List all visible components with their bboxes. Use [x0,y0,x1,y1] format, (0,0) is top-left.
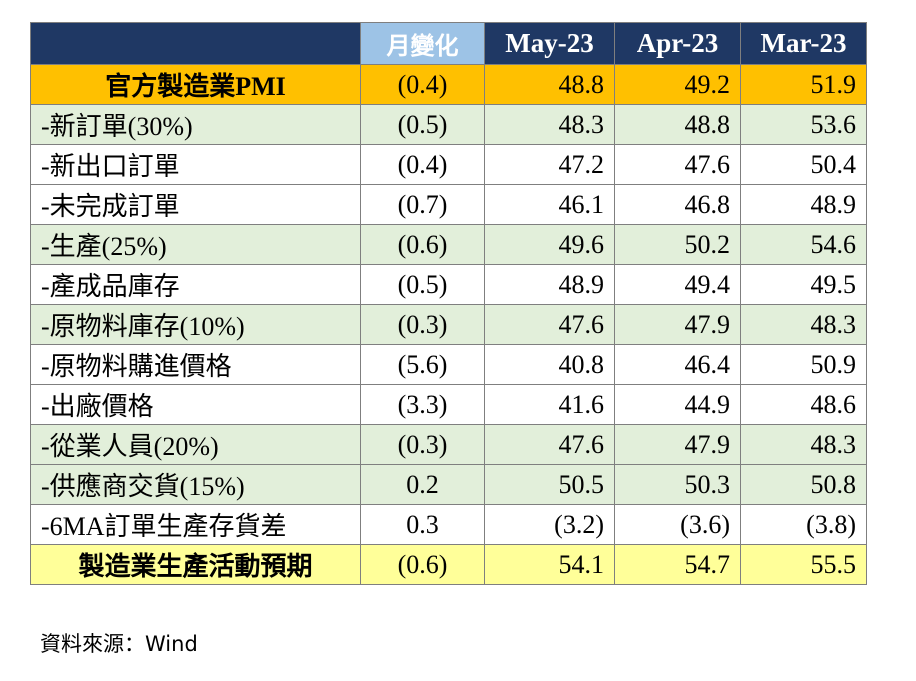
row-label: -供應商交貨(15%) [30,464,361,505]
header-apr-23: Apr-23 [614,22,741,65]
change-cell: (0.4) [360,64,485,105]
value-cell: 51.9 [740,64,867,105]
value-cell: 48.3 [740,304,867,345]
value-cell: 54.6 [740,224,867,265]
table-row: -未完成訂單 (0.7) 46.1 46.8 48.9 [30,184,867,225]
value-cell: 40.8 [484,344,615,385]
value-cell: 46.1 [484,184,615,225]
change-cell: (3.3) [360,384,485,425]
table-body: 官方製造業PMI (0.4) 48.8 49.2 51.9 -新訂單(30%) (0.5) 4… [30,64,867,585]
value-cell: 47.9 [614,304,741,345]
row-label: -6MA訂單生產存貨差 [30,504,361,545]
value-cell: 48.8 [484,64,615,105]
value-cell: 41.6 [484,384,615,425]
table-row: -原物料庫存(10%) (0.3) 47.6 47.9 48.3 [30,304,867,345]
row-label: 製造業生產活動預期 [30,544,361,585]
value-cell: 47.9 [614,424,741,465]
value-cell: 46.8 [614,184,741,225]
value-cell: 47.6 [484,424,615,465]
row-label: -新出口訂單 [30,144,361,185]
table-row: -從業人員(20%) (0.3) 47.6 47.9 48.3 [30,424,867,465]
table-row: -產成品庫存 (0.5) 48.9 49.4 49.5 [30,264,867,305]
value-cell: 47.6 [484,304,615,345]
table-row: -6MA訂單生產存貨差 0.3 (3.2) (3.6) (3.8) [30,504,867,545]
change-cell: (0.6) [360,544,485,585]
change-cell: (0.3) [360,304,485,345]
change-cell: (5.6) [360,344,485,385]
value-cell: 44.9 [614,384,741,425]
value-cell: 49.5 [740,264,867,305]
table-row: 官方製造業PMI (0.4) 48.8 49.2 51.9 [30,64,867,105]
value-cell: 50.8 [740,464,867,505]
row-label: -新訂單(30%) [30,104,361,145]
row-label: 官方製造業PMI [30,64,361,105]
value-cell: 48.9 [484,264,615,305]
table-row: -供應商交貨(15%) 0.2 50.5 50.3 50.8 [30,464,867,505]
change-cell: (0.3) [360,424,485,465]
row-label: -從業人員(20%) [30,424,361,465]
row-label: -出廠價格 [30,384,361,425]
pmi-table: 月變化 May-23 Apr-23 Mar-23 官方製造業PMI (0.4) 48… [30,22,867,585]
table-row: -新訂單(30%) (0.5) 48.3 48.8 53.6 [30,104,867,145]
change-cell: 0.2 [360,464,485,505]
value-cell: 50.5 [484,464,615,505]
value-cell: 47.2 [484,144,615,185]
value-cell: 50.3 [614,464,741,505]
value-cell: 48.3 [484,104,615,145]
row-label: -生產(25%) [30,224,361,265]
change-cell: (0.5) [360,264,485,305]
value-cell: (3.8) [740,504,867,545]
row-label: -未完成訂單 [30,184,361,225]
source-note: 資料來源：Wind [40,632,198,656]
value-cell: 54.7 [614,544,741,585]
change-cell: (0.4) [360,144,485,185]
value-cell: 49.4 [614,264,741,305]
value-cell: 48.6 [740,384,867,425]
header-blank [30,22,361,65]
value-cell: 48.3 [740,424,867,465]
value-cell: 48.8 [614,104,741,145]
value-cell: 50.9 [740,344,867,385]
value-cell: 49.2 [614,64,741,105]
change-cell: (0.5) [360,104,485,145]
value-cell: 54.1 [484,544,615,585]
table-row: -新出口訂單 (0.4) 47.2 47.6 50.4 [30,144,867,185]
header-row: 月變化 May-23 Apr-23 Mar-23 [30,22,867,65]
table-row: -生產(25%) (0.6) 49.6 50.2 54.6 [30,224,867,265]
change-cell: 0.3 [360,504,485,545]
value-cell: (3.6) [614,504,741,545]
change-cell: (0.7) [360,184,485,225]
row-label: -產成品庫存 [30,264,361,305]
value-cell: 48.9 [740,184,867,225]
change-cell: (0.6) [360,224,485,265]
value-cell: 46.4 [614,344,741,385]
value-cell: (3.2) [484,504,615,545]
table-row: -原物料購進價格 (5.6) 40.8 46.4 50.9 [30,344,867,385]
header-mar-23: Mar-23 [740,22,867,65]
table-row: -出廠價格 (3.3) 41.6 44.9 48.6 [30,384,867,425]
value-cell: 53.6 [740,104,867,145]
row-label: -原物料庫存(10%) [30,304,361,345]
value-cell: 50.2 [614,224,741,265]
row-label: -原物料購進價格 [30,344,361,385]
value-cell: 47.6 [614,144,741,185]
value-cell: 49.6 [484,224,615,265]
value-cell: 55.5 [740,544,867,585]
table-row: 製造業生產活動預期 (0.6) 54.1 54.7 55.5 [30,544,867,585]
header-change: 月變化 [360,22,485,65]
value-cell: 50.4 [740,144,867,185]
header-may-23: May-23 [484,22,615,65]
